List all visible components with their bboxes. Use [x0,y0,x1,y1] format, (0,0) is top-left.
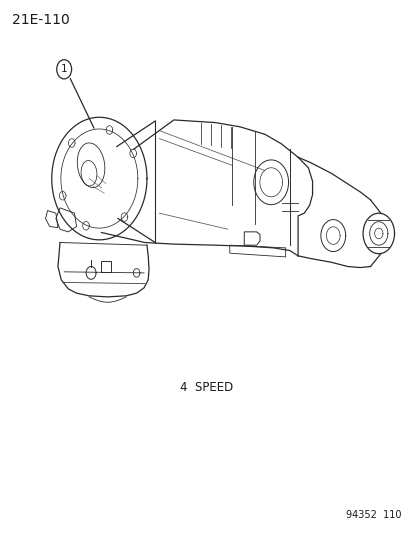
Text: 1: 1 [61,64,67,74]
Bar [101,261,110,272]
Text: 21E-110: 21E-110 [12,13,70,27]
Text: 4  SPEED: 4 SPEED [180,381,233,394]
Text: 94352  110: 94352 110 [345,510,401,520]
